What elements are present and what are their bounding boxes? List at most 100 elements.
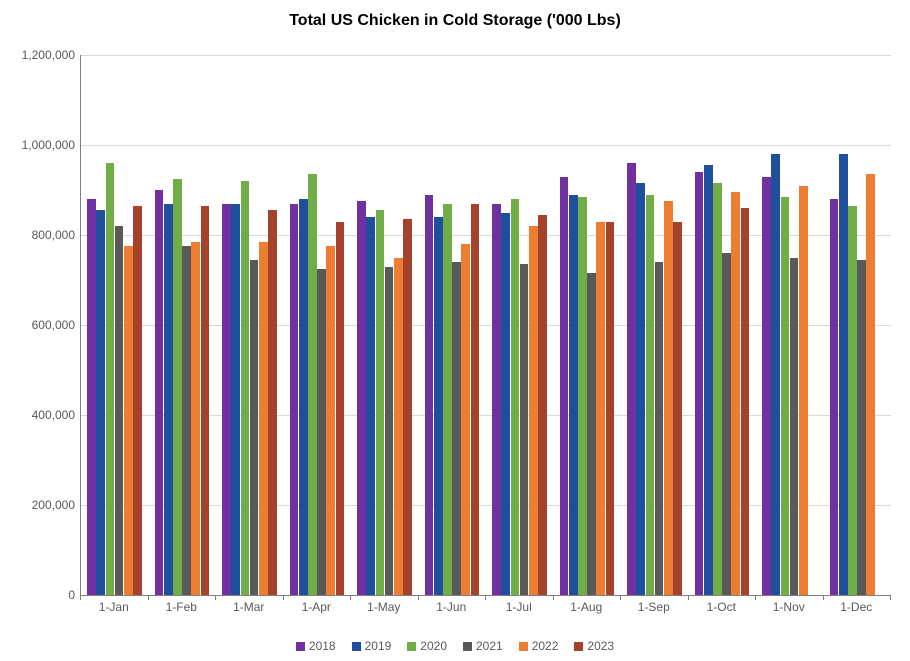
bar (520, 264, 529, 595)
bar (695, 172, 704, 595)
legend: 2018 2019 2020 2021 2022 2023 (0, 638, 910, 653)
bar (492, 204, 501, 596)
bar (443, 204, 452, 596)
bar (164, 204, 173, 596)
bar (587, 273, 596, 595)
x-tick (215, 595, 216, 600)
bar (560, 177, 569, 596)
bar (231, 204, 240, 596)
bar (173, 179, 182, 595)
bar (201, 206, 210, 595)
x-tick (418, 595, 419, 600)
y-axis-label: 800,000 (32, 228, 75, 242)
bar (713, 183, 722, 595)
bar (461, 244, 470, 595)
bar (357, 201, 366, 595)
bar (222, 204, 231, 596)
bar (731, 192, 740, 595)
bar (106, 163, 115, 595)
bar (317, 269, 326, 595)
bar (830, 199, 839, 595)
bar (115, 226, 124, 595)
x-tick (553, 595, 554, 600)
legend-item: 2022 (519, 638, 559, 653)
bar (425, 195, 434, 596)
bar (336, 222, 345, 596)
bar (839, 154, 848, 595)
bar (96, 210, 105, 595)
plot-area (80, 55, 891, 596)
bar (511, 199, 520, 595)
bar (704, 165, 713, 595)
bar (866, 174, 875, 595)
x-axis-label: 1-Dec (840, 600, 872, 614)
gridline (81, 55, 891, 56)
x-axis-label: 1-Apr (302, 600, 331, 614)
bar (403, 219, 412, 595)
bar (376, 210, 385, 595)
legend-item: 2023 (574, 638, 614, 653)
x-tick (80, 595, 81, 600)
bar (366, 217, 375, 595)
bar (673, 222, 682, 596)
legend-swatch (574, 642, 583, 651)
legend-swatch (407, 642, 416, 651)
bar (636, 183, 645, 595)
x-tick (350, 595, 351, 600)
legend-label: 2018 (309, 639, 336, 653)
bar (771, 154, 780, 595)
bar (741, 208, 750, 595)
x-tick (755, 595, 756, 600)
bar (606, 222, 615, 596)
bar (538, 215, 547, 595)
bar (182, 246, 191, 595)
bar (299, 199, 308, 595)
y-axis-label: 200,000 (32, 498, 75, 512)
bar (124, 246, 133, 595)
x-axis-label: 1-Oct (707, 600, 736, 614)
x-tick (823, 595, 824, 600)
y-axis-label: 1,200,000 (22, 48, 75, 62)
bar (250, 260, 259, 595)
gridline (81, 145, 891, 146)
bar (781, 197, 790, 595)
legend-swatch (296, 642, 305, 651)
bar (87, 199, 96, 595)
bar (596, 222, 605, 596)
legend-label: 2019 (365, 639, 392, 653)
legend-item: 2021 (463, 638, 503, 653)
x-axis-label: 1-Feb (166, 600, 197, 614)
bar (452, 262, 461, 595)
bar (385, 267, 394, 596)
legend-item: 2020 (407, 638, 447, 653)
legend-item: 2018 (296, 638, 336, 653)
bar (578, 197, 587, 595)
y-axis-label: 400,000 (32, 408, 75, 422)
bar (326, 246, 335, 595)
y-axis-label: 0 (68, 588, 75, 602)
legend-label: 2021 (476, 639, 503, 653)
x-tick (485, 595, 486, 600)
bar (308, 174, 317, 595)
x-tick (148, 595, 149, 600)
bar (848, 206, 857, 595)
legend-swatch (463, 642, 472, 651)
x-axis-label: 1-Jul (506, 600, 532, 614)
x-axis-label: 1-Jan (99, 600, 129, 614)
bar (627, 163, 636, 595)
x-axis-label: 1-Mar (233, 600, 264, 614)
legend-swatch (519, 642, 528, 651)
legend-label: 2020 (420, 639, 447, 653)
bar (762, 177, 771, 596)
x-tick (890, 595, 891, 600)
bar (722, 253, 731, 595)
bar (259, 242, 268, 595)
chart-title: Total US Chicken in Cold Storage ('000 L… (0, 12, 910, 30)
y-axis-label: 600,000 (32, 318, 75, 332)
bar (655, 262, 664, 595)
x-tick (620, 595, 621, 600)
bar (241, 181, 250, 595)
bar (394, 258, 403, 596)
bar (133, 206, 142, 595)
bar (191, 242, 200, 595)
